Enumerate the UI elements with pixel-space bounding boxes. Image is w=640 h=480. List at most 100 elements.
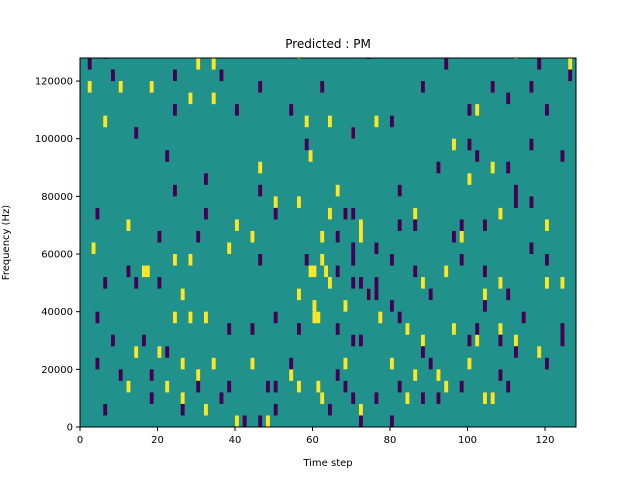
heatmap-cell-low — [436, 161, 441, 174]
heatmap-cell-low — [374, 392, 379, 404]
heatmap-cell-high — [374, 115, 379, 128]
heatmap-cell-low — [529, 196, 534, 208]
heatmap-cell-low — [258, 415, 263, 427]
x-tick-label: 40 — [229, 435, 242, 446]
heatmap-cell-low — [157, 277, 162, 289]
heatmap-cell-high — [421, 334, 425, 347]
heatmap-cell-low — [103, 277, 108, 289]
heatmap-cell-low — [397, 380, 402, 393]
heatmap-cell-high — [235, 219, 239, 231]
heatmap-cell-high — [490, 392, 495, 404]
heatmap-cell-low — [118, 369, 123, 381]
heatmap-cell-low — [459, 219, 464, 231]
heatmap-cells — [87, 58, 573, 427]
heatmap-cell-high — [537, 346, 542, 358]
heatmap-cell-low — [421, 81, 425, 93]
heatmap-cell-low — [351, 242, 356, 255]
heatmap-cell-high — [196, 369, 201, 381]
heatmap-cell-high — [204, 403, 208, 416]
heatmap-cell-low — [289, 357, 294, 370]
heatmap-cell-high — [145, 265, 150, 278]
y-axis: 0 20000 40000 60000 80000 100000 120000 — [35, 77, 80, 434]
heatmap-cell-low — [413, 265, 418, 278]
heatmap-cell-high — [459, 230, 464, 243]
heatmap-cell-high — [545, 277, 549, 289]
heatmap-cell-high — [196, 58, 201, 70]
heatmap-cell-high — [413, 207, 418, 220]
heatmap-cell-low — [328, 403, 332, 416]
heatmap-cell-high — [312, 311, 317, 324]
heatmap-cell-low — [390, 254, 394, 266]
heatmap-cell-high — [475, 334, 480, 347]
heatmap-cell-low — [390, 415, 394, 427]
heatmap-cell-low — [351, 127, 356, 139]
heatmap-cell-high — [490, 161, 495, 174]
x-axis: 0 20 40 60 80 100 120 — [77, 427, 555, 446]
heatmap-cell-high — [405, 392, 410, 404]
heatmap-cell-low — [366, 288, 371, 301]
heatmap-cell-low — [180, 403, 185, 416]
heatmap-cell-low — [490, 81, 495, 93]
y-tick-label: 80000 — [41, 192, 73, 203]
heatmap-cell-low — [227, 380, 232, 393]
heatmap-cell-high — [173, 254, 177, 266]
heatmap-cell-low — [111, 69, 115, 82]
heatmap-cell-high — [328, 115, 332, 128]
heatmap-cell-high — [324, 265, 328, 278]
heatmap-cell-low — [452, 230, 456, 243]
heatmap-cell-high — [312, 265, 317, 278]
heatmap-cell-high — [316, 380, 321, 393]
heatmap-cell-low — [483, 300, 487, 312]
chart-title: Predicted : PM — [285, 37, 371, 51]
heatmap-cell-low — [421, 346, 425, 358]
heatmap-cell-low — [397, 184, 402, 197]
heatmap-cell-low — [351, 334, 356, 347]
heatmap-cell-high — [560, 277, 565, 289]
heatmap-cell-low — [459, 254, 464, 266]
heatmap-cell-high — [180, 392, 185, 404]
heatmap-cell-high — [297, 196, 301, 208]
heatmap-cell-high — [250, 230, 255, 243]
heatmap-cell-low — [374, 288, 379, 301]
heatmap-cell-low — [343, 380, 348, 393]
heatmap-cell-low — [506, 92, 511, 105]
heatmap-cell-low — [273, 380, 278, 393]
heatmap-cell-high — [304, 115, 309, 128]
heatmap-cell-high — [444, 265, 449, 278]
heatmap-cell-low — [359, 277, 363, 289]
heatmap-cell-high — [467, 357, 472, 370]
heatmap-cell-high — [328, 207, 332, 220]
heatmap-cell-high — [312, 300, 317, 312]
heatmap-cell-high — [211, 357, 216, 370]
heatmap-cell-low — [521, 311, 526, 324]
heatmap-cell-high — [103, 115, 108, 128]
heatmap-cell-high — [483, 288, 487, 301]
heatmap-cell-low — [258, 81, 263, 93]
heatmap-cell-low — [359, 415, 363, 427]
heatmap-cell-high — [436, 369, 441, 381]
heatmap-cell-low — [196, 230, 201, 243]
heatmap-cell-high — [568, 58, 573, 70]
heatmap-cell-low — [436, 392, 441, 404]
heatmap-cell-high — [545, 219, 549, 231]
heatmap-cell-low — [126, 265, 131, 278]
heatmap-cell-low — [343, 207, 348, 220]
heatmap-cell-high — [149, 81, 154, 93]
heatmap-cell-low — [95, 207, 100, 220]
heatmap-cell-high — [498, 207, 503, 220]
heatmap-cell-high — [421, 277, 425, 289]
heatmap-cell-low — [351, 392, 356, 404]
heatmap-cell-low — [560, 150, 565, 162]
heatmap-cell-high — [328, 277, 332, 289]
heatmap-cell-low — [335, 230, 340, 243]
x-tick-label: 80 — [384, 435, 397, 446]
heatmap-cell-high — [165, 380, 170, 393]
heatmap-cell-low — [560, 334, 565, 347]
heatmap-cell-high — [91, 242, 96, 255]
heatmap-cell-high — [514, 334, 518, 347]
heatmap-cell-low — [545, 357, 549, 370]
heatmap-cell-low — [351, 254, 356, 266]
heatmap-cell-low — [204, 173, 208, 185]
heatmap-cell-low — [87, 58, 92, 70]
